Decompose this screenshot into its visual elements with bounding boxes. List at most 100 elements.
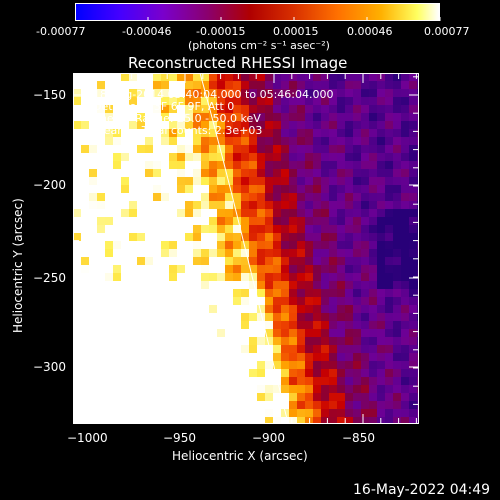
heatmap-cell	[297, 353, 305, 361]
heatmap-cell	[353, 313, 361, 321]
heatmap-cell	[305, 145, 313, 153]
heatmap-cell	[217, 185, 225, 193]
heatmap-cell	[201, 201, 209, 209]
heatmap-cell	[185, 145, 193, 153]
heatmap-cell	[89, 281, 97, 289]
heatmap-cell	[185, 409, 193, 417]
heatmap-cell	[417, 401, 418, 409]
heatmap-cell	[241, 153, 249, 161]
heatmap-cell	[105, 377, 113, 385]
heatmap-cell	[129, 201, 137, 209]
heatmap-cell	[305, 337, 313, 345]
heatmap-cell	[265, 201, 273, 209]
heatmap-cell	[97, 137, 105, 145]
heatmap-cell	[225, 385, 233, 393]
heatmap-cell	[81, 73, 89, 81]
heatmap-cell	[121, 193, 129, 201]
heatmap-cell	[289, 129, 297, 137]
heatmap-cell	[297, 297, 305, 305]
heatmap-cell	[201, 297, 209, 305]
heatmap-cell	[409, 273, 417, 281]
heatmap-cell	[241, 353, 249, 361]
heatmap-cell	[177, 177, 185, 185]
heatmap-cell	[97, 305, 105, 313]
heatmap-cell	[137, 241, 145, 249]
heatmap-cell	[377, 281, 385, 289]
heatmap-cell	[337, 225, 345, 233]
heatmap-cell	[209, 417, 217, 423]
heatmap-cell	[345, 217, 353, 225]
heatmap-cell	[121, 153, 129, 161]
heatmap-cell	[369, 129, 377, 137]
heatmap-cell	[209, 185, 217, 193]
heatmap-cell	[313, 401, 321, 409]
heatmap-cell	[377, 313, 385, 321]
heatmap-cell	[337, 281, 345, 289]
heatmap-cell	[297, 185, 305, 193]
heatmap-cell	[281, 353, 289, 361]
heatmap-cell	[265, 225, 273, 233]
heatmap-cell	[137, 73, 145, 81]
heatmap-cell	[81, 201, 89, 209]
heatmap-cell	[225, 209, 233, 217]
heatmap-cell	[361, 241, 369, 249]
heatmap-cell	[121, 345, 129, 353]
heatmap-cell	[297, 337, 305, 345]
heatmap-cell	[185, 201, 193, 209]
heatmap-cell	[361, 145, 369, 153]
heatmap-cell	[329, 385, 337, 393]
heatmap-cell	[385, 129, 393, 137]
heatmap-cell	[313, 353, 321, 361]
heatmap-cell	[233, 329, 241, 337]
heatmap-cell	[97, 209, 105, 217]
heatmap-cell	[169, 417, 177, 423]
heatmap-cell	[233, 289, 241, 297]
heatmap-cell	[73, 241, 81, 249]
heatmap-cell	[369, 377, 377, 385]
heatmap-cell	[89, 273, 97, 281]
heatmap-cell	[145, 201, 153, 209]
heatmap-cell	[81, 401, 89, 409]
heatmap-cell	[345, 369, 353, 377]
heatmap-cell	[289, 265, 297, 273]
heatmap-cell	[137, 361, 145, 369]
heatmap-cell	[409, 241, 417, 249]
heatmap-cell	[313, 177, 321, 185]
heatmap-cell	[137, 273, 145, 281]
heatmap-cell	[81, 81, 89, 89]
heatmap-cell	[401, 257, 409, 265]
heatmap-cell	[417, 201, 418, 209]
heatmap-cell	[121, 313, 129, 321]
heatmap-cell	[73, 289, 81, 297]
heatmap-cell	[297, 193, 305, 201]
heatmap-cell	[297, 377, 305, 385]
heatmap-cell	[89, 137, 97, 145]
heatmap-cell	[401, 369, 409, 377]
heatmap-cell	[417, 105, 418, 113]
heatmap-cell	[137, 377, 145, 385]
heatmap-cell	[409, 233, 417, 241]
heatmap-cell	[377, 217, 385, 225]
heatmap-cell	[353, 233, 361, 241]
heatmap-cell	[265, 193, 273, 201]
heatmap-cell	[145, 265, 153, 273]
heatmap-cell	[401, 345, 409, 353]
heatmap-cell	[153, 281, 161, 289]
heatmap-cell	[113, 145, 121, 153]
heatmap-cell	[89, 177, 97, 185]
heatmap-cell	[145, 353, 153, 361]
heatmap-cell	[393, 401, 401, 409]
heatmap-cell	[377, 257, 385, 265]
heatmap-cell	[177, 201, 185, 209]
heatmap-cell	[393, 225, 401, 233]
heatmap-cell	[81, 177, 89, 185]
heatmap-cell	[353, 153, 361, 161]
heatmap-cell	[257, 249, 265, 257]
heatmap-cell	[329, 153, 337, 161]
heatmap-cell	[289, 145, 297, 153]
heatmap-cell	[345, 337, 353, 345]
heatmap-cell	[257, 417, 265, 423]
heatmap-cell	[81, 89, 89, 97]
heatmap-cell	[193, 257, 201, 265]
heatmap-cell	[145, 361, 153, 369]
